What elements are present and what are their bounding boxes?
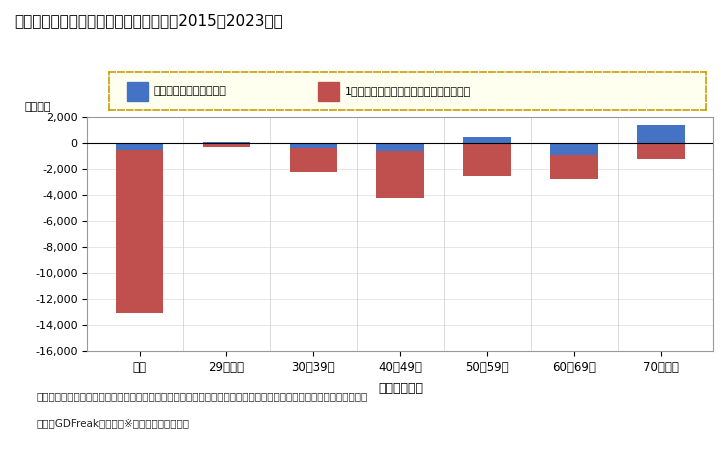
Bar: [550, 143, 598, 155]
Bar: [318, 81, 339, 101]
Bar: [464, 143, 511, 176]
Text: 1世帯当たり消費支出額の変化による影響: 1世帯当たり消費支出額の変化による影響: [345, 86, 471, 96]
Bar: [290, 143, 337, 148]
Bar: [290, 143, 337, 171]
Bar: [464, 136, 511, 143]
Bar: [202, 142, 250, 143]
X-axis label: 二人以上世帯: 二人以上世帯: [378, 382, 423, 395]
Text: （億円）: （億円）: [25, 102, 51, 112]
Bar: [116, 143, 164, 149]
Text: GDFreak推計　　※年齢は世帯主年齢。: GDFreak推計 ※年齢は世帯主年齢。: [36, 418, 189, 428]
Bar: [376, 143, 424, 151]
Text: 出所：『家計調査』（総務省）及び『日本の世帯数の将来推計（全国推計）』（国立社会保障・人口問題研究所）から: 出所：『家計調査』（総務省）及び『日本の世帯数の将来推計（全国推計）』（国立社会…: [36, 392, 368, 401]
Bar: [127, 81, 148, 101]
Bar: [116, 143, 164, 313]
Text: 世帯数の変化による影響: 世帯数の変化による影響: [154, 86, 227, 96]
Bar: [376, 143, 424, 198]
Bar: [202, 143, 250, 147]
Bar: [637, 143, 685, 158]
Text: 二人以上世帯の消費支出額の変動要因（2015～2023年）: 二人以上世帯の消費支出額の変動要因（2015～2023年）: [15, 14, 283, 28]
Bar: [550, 143, 598, 180]
Bar: [637, 125, 685, 143]
